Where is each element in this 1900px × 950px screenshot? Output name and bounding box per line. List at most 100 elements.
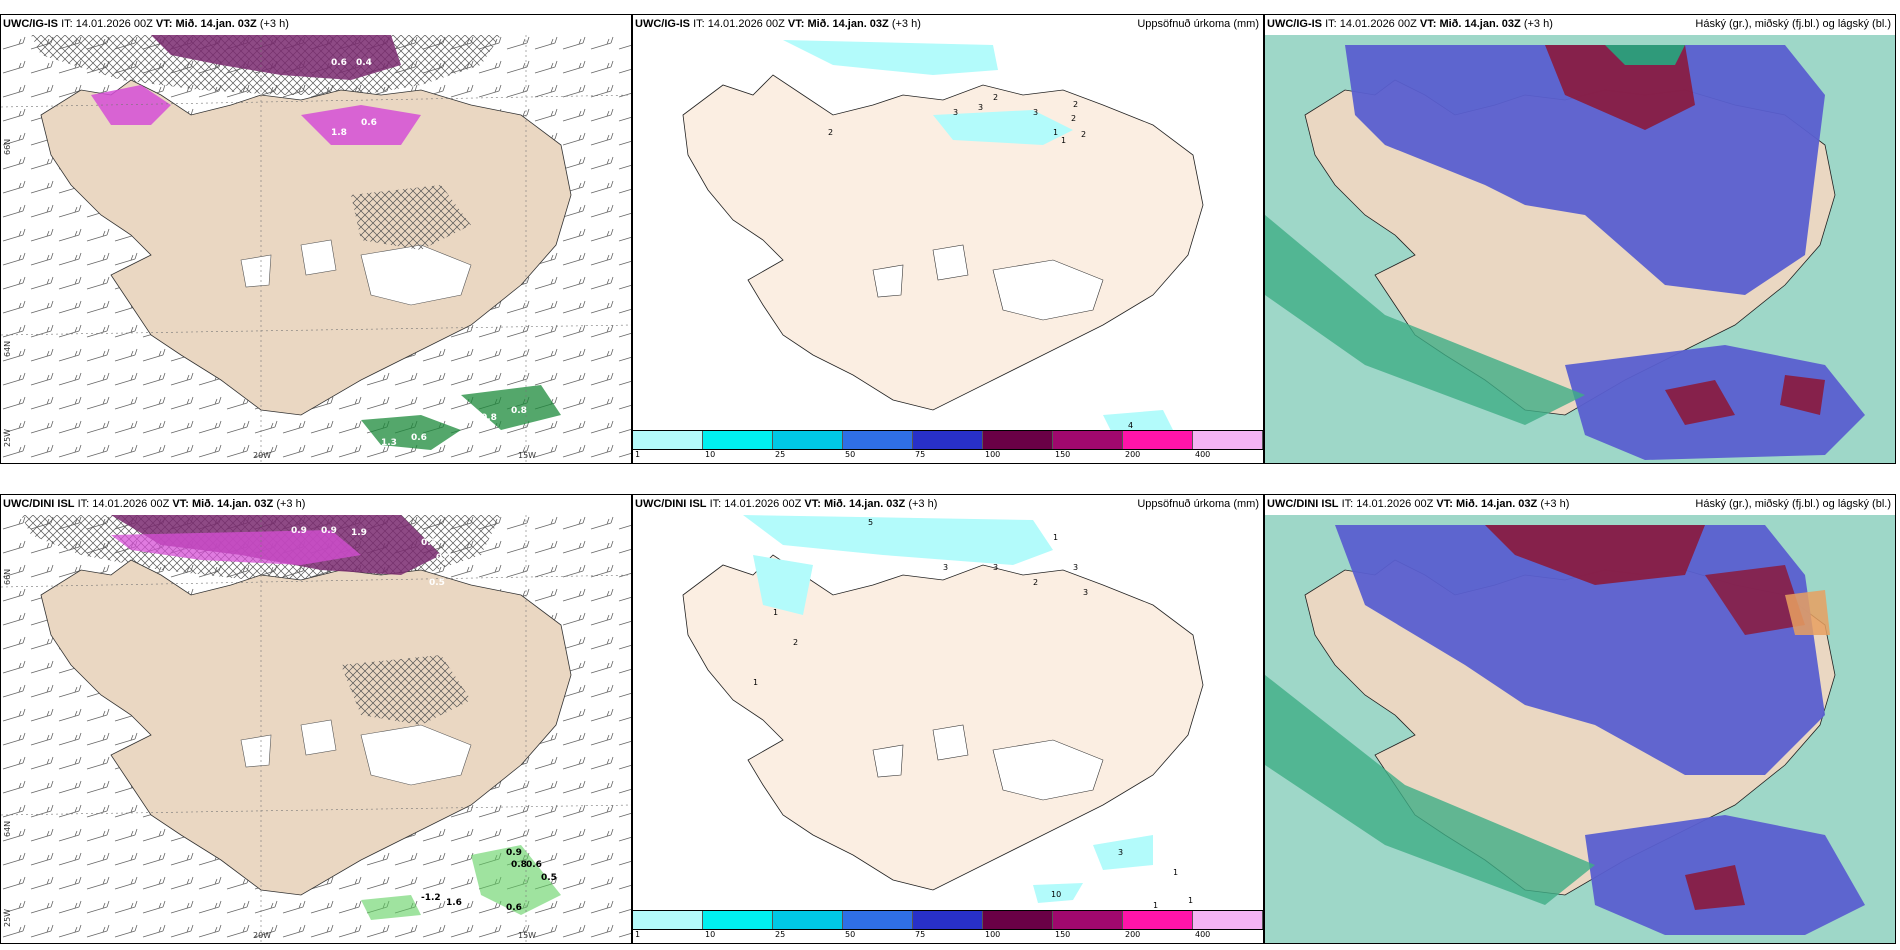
accum-label: 2	[1033, 578, 1038, 587]
accum-label: 3	[993, 563, 998, 572]
lon-label: 15W	[518, 931, 537, 940]
low-cloud-band	[1265, 215, 1585, 425]
colorbar-segment	[983, 431, 1053, 449]
mid-cloud-north	[1485, 525, 1705, 585]
glacier-langjokull	[300, 239, 337, 276]
colorbar-tick: 50	[845, 450, 856, 459]
accum-label: 3	[1083, 588, 1088, 597]
precip-label: 0.9	[291, 526, 307, 536]
panel-igis-clouds: UWC/IG-IS IT: 14.01.2026 00Z VT: Mið. 14…	[1264, 14, 1896, 464]
precip-south-green	[361, 385, 561, 450]
lat-label: 64N	[3, 820, 12, 837]
colorbar-tick: 25	[775, 450, 786, 459]
colorbar-segment	[983, 911, 1053, 929]
lat-label: 25W	[3, 908, 12, 927]
colorbar-segment	[1123, 911, 1193, 929]
accum-label: 1	[1053, 533, 1058, 542]
colorbar-segment	[703, 911, 773, 929]
accum-precip-map: 5 1 3 3 2 3 3 1 2 1 3 1 10 1 1	[682, 515, 1204, 910]
cloud-map	[1265, 515, 1895, 943]
accum-label: 1	[1061, 136, 1066, 145]
precip-south-green	[361, 845, 561, 920]
glacier-vatnajokull	[992, 739, 1104, 801]
lon-label: 20W	[253, 451, 272, 460]
precip-label: 0.9	[506, 848, 522, 858]
panel-header: UWC/DINI ISL IT: 14.01.2026 00Z VT: Mið.…	[3, 498, 306, 510]
panel-header: UWC/IG-IS IT: 14.01.2026 00Z VT: Mið. 14…	[1267, 18, 1553, 30]
colorbar-segment	[843, 431, 913, 449]
colorbar-tick: 400	[1195, 930, 1211, 939]
colorbar-tick: 100	[985, 930, 1001, 939]
wind-precip-map: -1.2 1.6 0.9 0.8 0.6 0.5 0.6 0.9 0.9 1.9…	[1, 515, 631, 943]
mid-cloud-south	[1665, 375, 1825, 425]
colorbar-segment	[703, 431, 773, 449]
orange-patch	[1785, 590, 1830, 635]
precip-label: 0.5	[429, 578, 445, 588]
panel-dini-accum: UWC/DINI ISL IT: 14.01.2026 00Z VT: Mið.…	[632, 494, 1264, 944]
glacier-hofsjokull	[872, 264, 904, 298]
glacier-vatnajokull	[992, 259, 1104, 321]
accum-label: 1	[1173, 868, 1178, 877]
panel-dini-clouds: UWC/DINI ISL IT: 14.01.2026 00Z VT: Mið.…	[1264, 494, 1896, 944]
iceland-land	[682, 74, 1204, 411]
accum-label: 5	[868, 518, 873, 527]
lon-label: 15W	[518, 451, 537, 460]
colorbar-segment	[1193, 431, 1263, 449]
cloud-map	[1265, 35, 1895, 463]
panel-header: UWC/IG-IS IT: 14.01.2026 00Z VT: Mið. 14…	[3, 18, 289, 30]
precip-label: 0.8	[511, 860, 527, 870]
colorbar-segment	[1193, 911, 1263, 929]
precip-label: 0.3	[421, 538, 437, 548]
precip-sea-north	[783, 40, 998, 75]
colorbar-segment	[773, 431, 843, 449]
panel-title: Uppsöfnuð úrkoma (mm)	[1137, 498, 1259, 510]
hatched-land	[351, 185, 471, 250]
accum-label: 2	[993, 93, 998, 102]
panel-header: UWC/DINI ISL IT: 14.01.2026 00Z VT: Mið.…	[1267, 498, 1570, 510]
colorbar-tick: 10	[705, 450, 716, 459]
accum-label: 3	[978, 103, 983, 112]
colorbar-tick: 25	[775, 930, 786, 939]
accum-label: 10	[1051, 890, 1061, 899]
colorbar-segment	[1053, 911, 1123, 929]
lat-label: 25W	[3, 428, 12, 447]
accum-label: 1	[1153, 901, 1158, 910]
precip-label: 0.8	[511, 406, 527, 416]
colorbar	[633, 430, 1263, 450]
lat-label: 66N	[3, 138, 12, 155]
accum-label: 3	[1073, 563, 1078, 572]
colorbar-tick: 100	[985, 450, 1001, 459]
glacier-hofsjokull	[872, 744, 904, 778]
colorbar-ticks: 1 10 25 50 75 100 150 200 400	[633, 930, 1263, 942]
accum-label: 2	[828, 128, 833, 137]
low-cloud-band	[1265, 675, 1595, 905]
panel-title: Háský (gr.), miðský (fj.bl.) og lágský (…	[1695, 18, 1891, 30]
mid-cloud-north	[1545, 45, 1695, 130]
colorbar-segment	[913, 911, 983, 929]
colorbar-tick: 10	[705, 930, 716, 939]
precip-label: 1.3	[381, 438, 397, 448]
panel-title: Uppsöfnuð úrkoma (mm)	[1137, 18, 1259, 30]
colorbar-segment	[913, 431, 983, 449]
accum-label: 3	[1118, 848, 1123, 857]
accum-label: 3	[1033, 108, 1038, 117]
iceland-land	[682, 554, 1204, 891]
colorbar-segment	[1123, 431, 1193, 449]
accum-label: 3	[953, 108, 958, 117]
accum-label: 2	[1081, 130, 1086, 139]
accum-label: 1	[1053, 128, 1058, 137]
panel-header: UWC/DINI ISL IT: 14.01.2026 00Z VT: Mið.…	[635, 498, 938, 510]
precip-label: -1.2	[421, 893, 441, 903]
panel-title: Háský (gr.), miðský (fj.bl.) og lágský (…	[1695, 498, 1891, 510]
accum-label: 1	[753, 678, 758, 687]
precip-patch	[753, 555, 1153, 903]
precip-north	[151, 35, 401, 80]
precip-label: 0.7	[436, 553, 452, 563]
accum-label: 2	[793, 638, 798, 647]
mid-cloud-south	[1685, 865, 1745, 910]
glacier-hofsjokull	[240, 734, 272, 768]
accum-label: 1	[773, 608, 778, 617]
precip-north-pink	[111, 530, 361, 565]
precip-label: 0.6	[331, 58, 347, 68]
colorbar-tick: 200	[1125, 930, 1141, 939]
